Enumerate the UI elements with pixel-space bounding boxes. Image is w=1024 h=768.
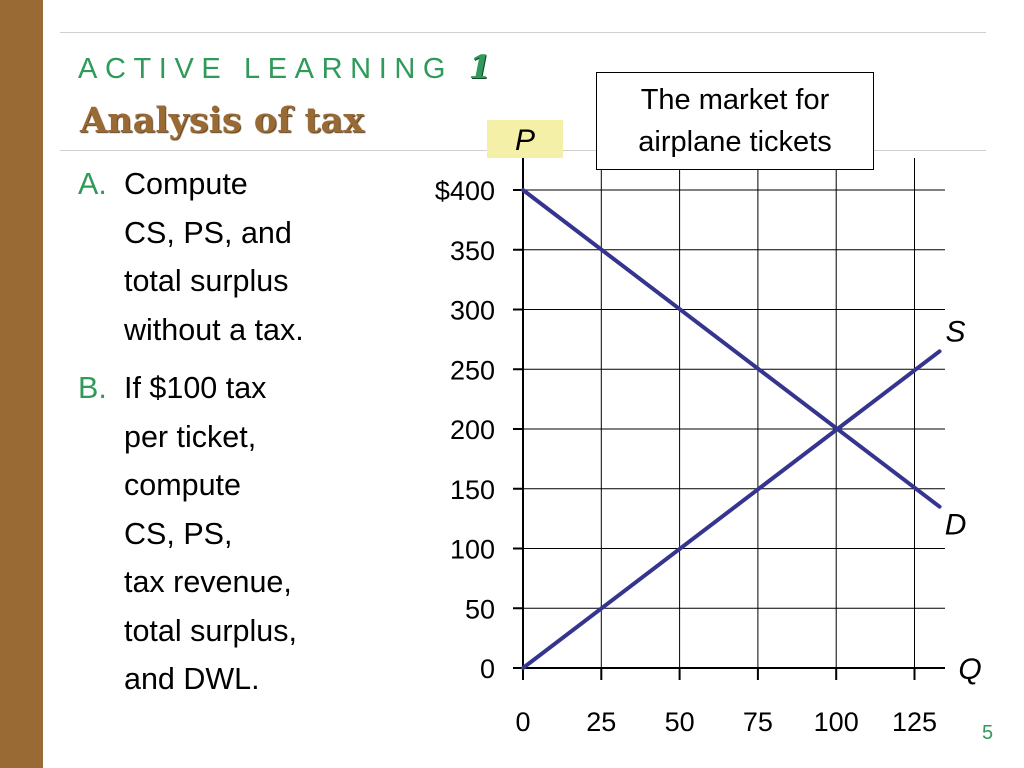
active-learning-heading: ACTIVE LEARNING 1 — [78, 50, 491, 86]
question-a-line: CS, PS, and — [124, 215, 292, 250]
question-b-line: total surplus, — [124, 613, 297, 648]
y-tick-label: 300 — [450, 296, 495, 326]
x-axis-label: Q — [958, 653, 981, 686]
y-tick-label: 200 — [450, 415, 495, 445]
kicker-number: 1 — [468, 48, 491, 86]
question-b-line: CS, PS, — [124, 516, 233, 551]
y-axis-label: P — [515, 124, 535, 157]
question-b-label: B. — [78, 371, 107, 405]
top-rule — [60, 32, 986, 33]
question-b-line: compute — [124, 468, 241, 502]
y-tick-label: 150 — [450, 475, 495, 505]
question-list: A. Compute CS, PS, and total surplus wit… — [78, 160, 378, 704]
page-number: 5 — [982, 722, 994, 744]
kicker-text: ACTIVE LEARNING — [78, 53, 454, 85]
x-tick-label: 50 — [665, 707, 695, 737]
question-a-line: Compute — [124, 167, 248, 201]
series-line-s — [521, 349, 942, 670]
question-b-line: tax revenue, — [124, 565, 292, 599]
question-a: A. Compute CS, PS, and total surplus wit… — [78, 160, 378, 354]
x-tick-label: 75 — [743, 707, 773, 737]
p-label-background — [487, 120, 563, 158]
x-tick-label: 25 — [586, 707, 616, 737]
question-a-body: Compute CS, PS, and total surplus withou… — [124, 160, 378, 354]
question-a-line: without a tax. — [124, 312, 304, 347]
question-a-label: A. — [78, 167, 107, 201]
y-tick-label: 50 — [465, 594, 495, 624]
chart-title-line: airplane tickets — [638, 126, 832, 158]
x-tick-label: 125 — [892, 707, 937, 737]
question-a-line: total surplus — [124, 264, 289, 298]
question-b-line: and DWL. — [124, 662, 260, 696]
y-tick-label: $400 — [435, 176, 495, 206]
chart-title-box: The market for airplane tickets — [596, 72, 874, 170]
series-line-d — [521, 188, 942, 509]
y-tick-label: 250 — [450, 355, 495, 385]
series-label-s: S — [946, 315, 966, 348]
series-label-d: D — [945, 509, 967, 542]
question-b-body: If $100 tax per ticket, compute CS, PS, … — [124, 364, 378, 704]
question-b: B. If $100 tax per ticket, compute CS, P… — [78, 364, 378, 704]
x-tick-label: 100 — [814, 707, 859, 737]
y-tick-label: 0 — [480, 654, 495, 684]
chart-title-line: The market for — [640, 84, 830, 116]
y-tick-label: 100 — [450, 535, 495, 565]
x-tick-label: 0 — [515, 707, 530, 737]
slide-title: Analysis of tax — [80, 100, 365, 141]
question-b-line: per ticket, — [124, 419, 257, 454]
y-tick-label: 350 — [450, 236, 495, 266]
question-b-line: If $100 tax — [124, 371, 267, 405]
side-accent-bar — [0, 0, 43, 768]
